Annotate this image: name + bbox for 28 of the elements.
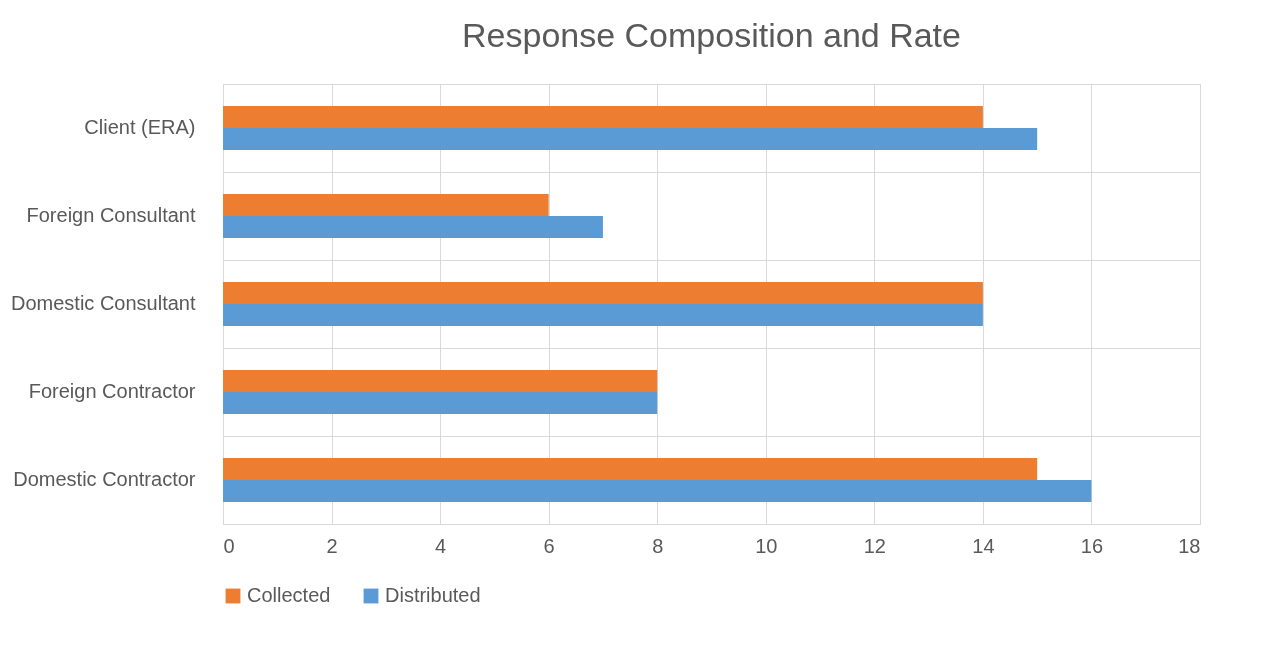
bar — [223, 106, 983, 128]
y-tick-label: Foreign Contractor — [28, 380, 196, 402]
bar — [223, 194, 549, 216]
x-tick-label: 14 — [972, 534, 995, 557]
y-tick-label: Domestic Contractor — [13, 468, 196, 490]
bar — [223, 480, 1092, 502]
x-tick-label: 12 — [863, 534, 886, 557]
bar — [223, 458, 1038, 480]
legend-label: Distributed — [385, 584, 481, 606]
bar — [223, 304, 983, 326]
x-tick-label: 0 — [223, 534, 235, 557]
bar — [223, 392, 658, 414]
x-tick-label: 18 — [1178, 534, 1201, 557]
legend-label: Collected — [247, 584, 331, 606]
chart-title: Response Composition and Rate — [462, 16, 961, 54]
bar — [223, 282, 983, 304]
x-tick-label: 6 — [543, 534, 555, 557]
x-tick-label: 8 — [652, 534, 664, 557]
x-tick-label: 4 — [435, 534, 447, 557]
x-tick-label: 10 — [755, 534, 778, 557]
x-tick-label: 16 — [1080, 534, 1104, 557]
y-tick-label: Domestic Consultant — [10, 292, 196, 314]
y-tick-label: Client (ERA) — [84, 116, 196, 138]
bar — [223, 128, 1038, 150]
y-tick-label: Foreign Consultant — [26, 204, 196, 226]
bar — [223, 370, 658, 392]
bar — [223, 216, 603, 238]
x-tick-label: 2 — [326, 534, 338, 557]
